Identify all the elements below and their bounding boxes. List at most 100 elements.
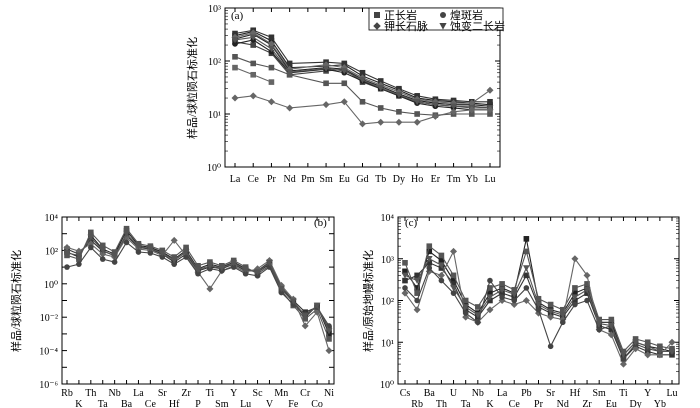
data-point-s8: [414, 111, 420, 117]
data-point-s4: [487, 98, 493, 105]
data-point-c2: [402, 277, 408, 284]
x-tick-label: Eu: [606, 399, 617, 408]
legend-marker: [374, 12, 380, 18]
data-point-c3: [632, 336, 639, 342]
series-line-s8: [234, 56, 490, 116]
data-point-s7: [231, 37, 239, 44]
data-point-c4: [462, 313, 470, 321]
data-point-c3: [620, 348, 627, 355]
data-point-b5: [76, 261, 82, 267]
data-point-b6: [111, 253, 118, 260]
data-point-c3: [450, 272, 457, 279]
data-point-c5: [450, 290, 457, 296]
data-point-b6: [170, 257, 178, 264]
data-point-c3: [657, 343, 663, 350]
data-point-c6: [583, 287, 591, 294]
data-point-c3: [462, 297, 469, 304]
data-point-b4: [170, 236, 178, 244]
x-tick-label: Yb: [466, 174, 478, 185]
data-point-b6: [147, 245, 154, 252]
data-point-c3: [596, 316, 602, 323]
data-point-b5: [230, 264, 237, 270]
x-tick-label: Lu: [484, 174, 495, 185]
x-tick-label: Th: [85, 388, 96, 399]
data-point-c4: [644, 351, 652, 359]
data-point-c6: [547, 308, 554, 315]
data-point-b6: [289, 298, 297, 305]
data-point-c2: [426, 259, 433, 266]
chart-panel-2: 10⁰ 10¹ 10² 10³ 10⁴ CsRbBaThUTaNbKLaCePbPrSrN…: [361, 213, 680, 408]
data-point-s4: [286, 60, 293, 67]
data-point-s9: [250, 71, 257, 78]
data-point-c5: [547, 343, 554, 350]
data-point-c4: [413, 306, 421, 314]
data-point-c3: [572, 285, 578, 291]
data-point-s8: [468, 111, 475, 117]
legend-entry: 正长岩: [384, 8, 417, 22]
data-point-c5: [462, 310, 469, 316]
x-tick-label: Hf: [169, 399, 180, 408]
x-tick-label: Sr: [546, 388, 556, 399]
data-point-b5: [171, 261, 177, 267]
data-point-b3: [123, 225, 130, 232]
data-point-s7: [413, 98, 421, 106]
data-point-s4: [268, 34, 275, 41]
data-point-c5: [475, 319, 481, 326]
panel-label: (a): [231, 10, 244, 22]
x-tick-label: La: [133, 388, 144, 399]
data-point-s8: [268, 64, 275, 71]
data-point-b5: [159, 254, 166, 260]
data-point-c6: [668, 348, 676, 355]
data-point-s9: [268, 79, 275, 85]
x-tick-label: Dy: [393, 174, 405, 185]
x-tick-label: Er: [431, 174, 441, 185]
data-point-c6: [595, 320, 603, 327]
data-point-c5: [438, 277, 445, 284]
x-tick-label: Ta: [461, 399, 471, 408]
data-point-s10: [395, 118, 403, 126]
x-tick-label: Lu: [666, 388, 677, 399]
y-axis-title: 样品/球粒陨石标准化: [185, 37, 199, 139]
data-point-s7: [322, 65, 330, 72]
x-tick-label: Tm: [447, 174, 461, 185]
data-point-c3: [559, 306, 566, 313]
x-tick-label: Ba: [424, 388, 436, 399]
data-point-c5: [572, 301, 578, 308]
data-point-b6: [123, 230, 130, 238]
data-point-s4: [377, 78, 384, 84]
data-point-b3: [171, 254, 177, 260]
x-tick-label: Lu: [240, 399, 251, 408]
data-point-s3: [250, 42, 257, 48]
data-point-b6: [194, 266, 202, 274]
data-point-b6: [242, 266, 249, 274]
series-line-s2: [234, 33, 491, 107]
data-point-c6: [462, 304, 470, 311]
x-tick-label: Fe: [288, 399, 299, 408]
data-point-c5: [584, 297, 590, 304]
data-point-b5: [99, 256, 106, 262]
legend-box: [368, 7, 504, 31]
series-line-s7: [234, 36, 490, 109]
chart-panel-0: 10⁰ 10¹ 10² 10³ La Ce Pr Nd Pm Sm Eu Gd Tb Dy Ho Er Tm Yb…: [185, 4, 505, 185]
data-point-c6: [425, 255, 433, 263]
series-line-b1: [66, 229, 330, 335]
data-point-s10: [450, 108, 458, 116]
y-axis-title: 样品/原始地幔标准化: [361, 250, 375, 352]
data-point-c4: [619, 360, 627, 368]
data-point-s6: [468, 99, 476, 107]
x-tick-label: Hf: [570, 388, 581, 399]
x-tick-label: Tb: [375, 174, 386, 185]
data-point-c5: [535, 306, 542, 313]
data-point-b5: [147, 250, 154, 256]
data-point-b6: [266, 260, 273, 267]
data-point-c3: [644, 339, 651, 346]
data-point-s10: [322, 101, 330, 109]
data-point-c3: [402, 259, 408, 266]
data-point-c4: [607, 331, 615, 339]
data-point-c5: [559, 319, 566, 326]
data-point-b6: [218, 265, 226, 272]
data-point-c5: [596, 326, 602, 333]
data-point-c5: [620, 356, 627, 362]
data-point-b5: [135, 249, 142, 255]
data-point-s10: [249, 92, 257, 100]
